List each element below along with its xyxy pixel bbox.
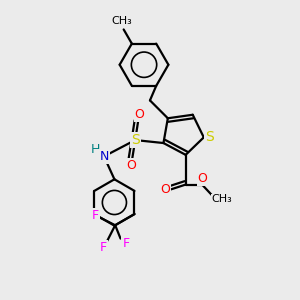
Text: F: F <box>100 241 107 254</box>
Text: O: O <box>126 158 136 172</box>
Text: N: N <box>99 150 109 163</box>
Text: O: O <box>160 183 170 196</box>
Text: S: S <box>131 133 140 147</box>
Text: CH₃: CH₃ <box>111 16 132 26</box>
Text: O: O <box>198 172 208 185</box>
Text: H: H <box>91 143 100 156</box>
Text: F: F <box>92 209 98 222</box>
Text: CH₃: CH₃ <box>212 194 232 204</box>
Text: S: S <box>205 130 214 144</box>
Text: O: O <box>135 108 145 121</box>
Text: F: F <box>122 236 130 250</box>
